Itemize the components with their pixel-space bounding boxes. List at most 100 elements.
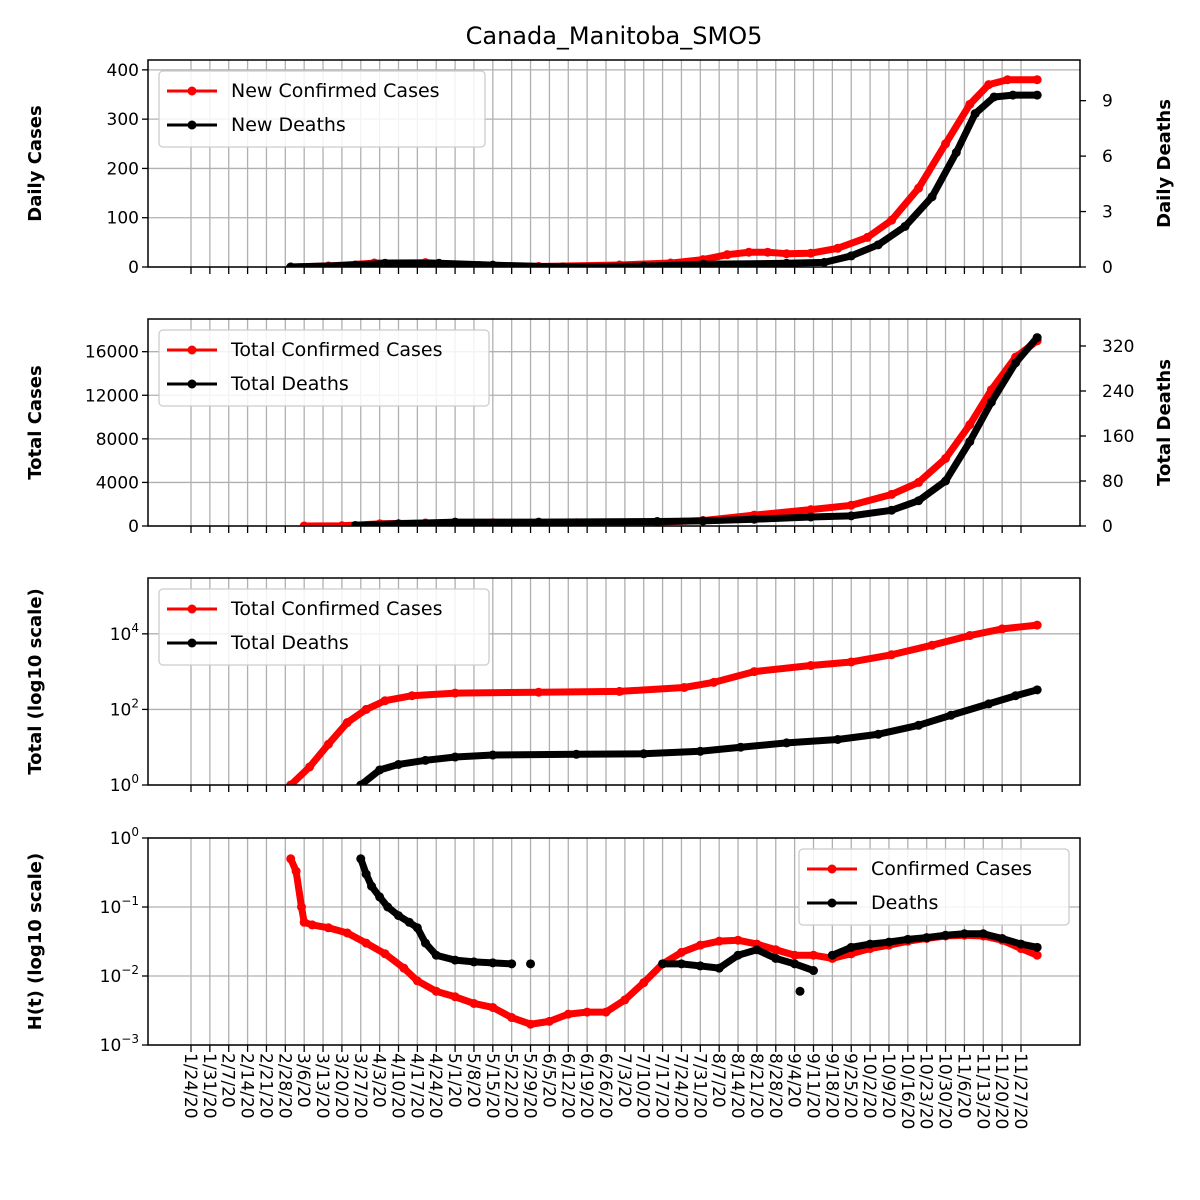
legend: Total Confirmed Cases Total Deaths — [158, 588, 490, 666]
x-tick-label: 3/27/20 — [350, 1053, 370, 1119]
x-tick-label: 11/27/20 — [1010, 1053, 1030, 1129]
data-point — [989, 92, 999, 102]
panel-log_total: 100 102 104 Total (log10 scale) Total Confir… — [25, 577, 1081, 796]
data-point — [658, 959, 668, 969]
data-point — [698, 259, 708, 267]
data-point — [286, 262, 296, 267]
x-tick-label: 11/20/20 — [991, 1053, 1011, 1129]
x-tick-label: 3/20/20 — [331, 1053, 351, 1119]
data-point — [941, 930, 951, 940]
series-total-deaths — [350, 333, 1042, 526]
data-point — [676, 959, 686, 969]
data-point — [350, 260, 360, 267]
data-point — [1003, 75, 1013, 85]
data-point — [997, 933, 1007, 943]
data-point — [380, 258, 390, 267]
x-tick-label: 3/6/20 — [293, 1053, 313, 1108]
legend-marker — [187, 86, 197, 96]
x-tick-label: 5/15/20 — [482, 1053, 502, 1119]
data-point — [733, 950, 743, 960]
data-point — [749, 667, 759, 677]
data-point — [286, 780, 296, 785]
data-point — [749, 514, 759, 524]
data-point — [733, 935, 743, 945]
data-point — [450, 752, 460, 762]
y-tick-label: 300 — [107, 110, 139, 130]
legend: Total Confirmed Cases Total Deaths — [158, 329, 490, 407]
data-point — [819, 257, 829, 267]
data-point — [1032, 950, 1042, 960]
legend-marker — [827, 864, 837, 874]
y-tick-label: 0 — [128, 517, 139, 537]
data-point — [782, 738, 792, 748]
data-point — [299, 917, 309, 927]
legend-label: Total Deaths — [230, 373, 349, 395]
data-point — [652, 517, 662, 526]
data-point — [323, 923, 333, 933]
legend-marker — [187, 379, 197, 389]
data-point — [305, 762, 315, 772]
y-axis-label-right: Daily Deaths — [1154, 99, 1175, 228]
x-tick-label: 1/31/20 — [199, 1053, 219, 1119]
y-axis-label: Daily Cases — [25, 105, 46, 221]
legend-label: New Confirmed Cases — [231, 80, 440, 102]
data-point — [582, 1007, 592, 1017]
data-point — [903, 934, 913, 944]
legend-label: Total Deaths — [230, 632, 349, 654]
data-point — [941, 476, 951, 486]
y-right-tick-label: 9 — [1102, 92, 1113, 112]
data-point — [361, 938, 371, 948]
data-point — [394, 911, 403, 921]
plot-frame — [147, 318, 1081, 527]
y-axis-label-right: Total Deaths — [1154, 359, 1175, 486]
x-tick-label: 2/7/20 — [218, 1053, 238, 1108]
data-point — [865, 939, 875, 949]
data-point — [695, 940, 705, 950]
y-tick-label: 16000 — [85, 343, 139, 363]
data-point — [782, 249, 792, 259]
x-tick-label: 10/30/20 — [935, 1053, 955, 1129]
data-point — [356, 780, 366, 785]
data-point — [927, 192, 937, 202]
x-tick-label: 10/9/20 — [878, 1053, 898, 1119]
data-point — [997, 624, 1007, 634]
data-point — [342, 928, 352, 938]
data-point — [534, 687, 544, 697]
data-point — [1032, 620, 1042, 630]
data-point — [507, 1013, 517, 1023]
panel-daily: 0 100 200 300 400 0 3 6 9 Daily Cases Daily Deaths… — [25, 59, 1175, 278]
data-point — [431, 950, 441, 960]
x-tick-label: 7/3/20 — [614, 1053, 634, 1108]
data-point — [941, 139, 951, 149]
data-point — [431, 986, 441, 996]
data-point — [337, 521, 347, 526]
data-point — [544, 1016, 554, 1026]
series-new-deaths — [286, 90, 1042, 267]
data-point — [307, 920, 317, 930]
y-axis-label: Total (log10 scale) — [25, 588, 46, 775]
y-axis-label: H(t) (log10 scale) — [25, 853, 46, 1031]
data-point — [450, 955, 460, 965]
x-tick-label: 8/28/20 — [765, 1053, 785, 1119]
panel-h_t: 10−3 10−2 10−1 100 H(t) (log10 scale) Confirm… — [25, 825, 1081, 1056]
x-tick-label: 4/24/20 — [425, 1053, 445, 1119]
x-tick-label: 8/7/20 — [708, 1053, 728, 1108]
data-point — [323, 739, 333, 749]
data-point — [367, 881, 377, 891]
y-tick-label: 100 — [110, 772, 139, 796]
x-tick-label: 8/14/20 — [727, 1053, 747, 1119]
legend-marker — [187, 604, 197, 614]
y-tick-label: 200 — [107, 159, 139, 179]
y-right-tick-label: 6 — [1102, 147, 1113, 167]
data-point — [714, 936, 724, 946]
legend-box — [158, 70, 486, 148]
data-point — [846, 657, 856, 667]
legend-label: New Deaths — [231, 114, 346, 136]
x-tick-label: 5/22/20 — [501, 1053, 521, 1119]
x-tick-label: 10/23/20 — [916, 1053, 936, 1129]
data-point — [1008, 90, 1018, 100]
data-point — [420, 938, 430, 948]
data-point — [639, 978, 649, 988]
legend-label: Deaths — [871, 892, 938, 914]
data-point — [380, 696, 390, 706]
